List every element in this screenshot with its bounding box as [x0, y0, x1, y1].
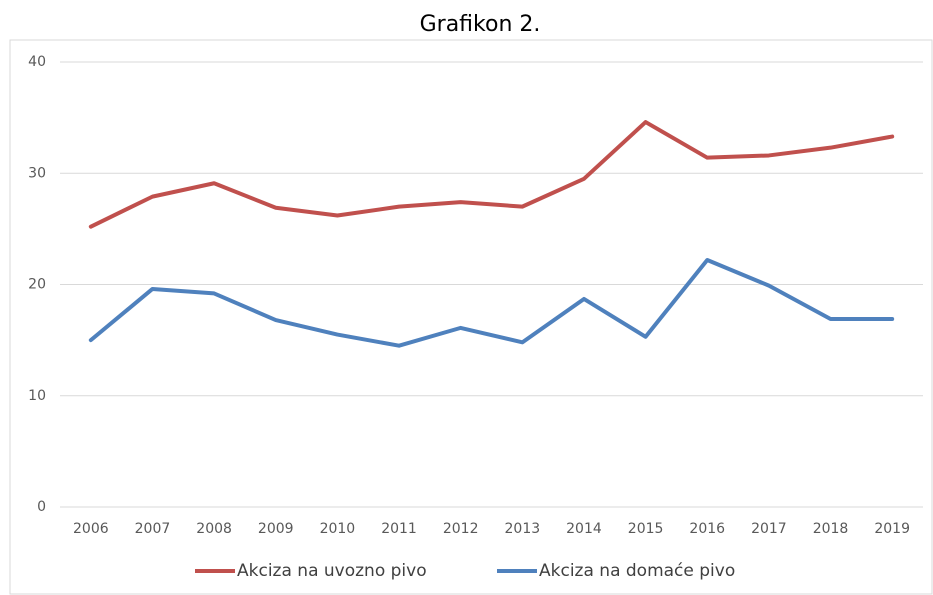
- series-line: [88, 258, 895, 348]
- x-tick-label: 2019: [874, 521, 910, 537]
- x-tick-label: 2011: [381, 521, 417, 537]
- y-tick-label: 40: [28, 54, 46, 70]
- x-tick-label: 2017: [751, 521, 787, 537]
- series-line: [88, 120, 895, 229]
- x-tick-label: 2013: [505, 521, 541, 537]
- x-tick-label: 2006: [73, 521, 109, 537]
- y-tick-label: 30: [28, 165, 46, 181]
- x-tick-label: 2014: [566, 521, 602, 537]
- x-tick-label: 2010: [320, 521, 356, 537]
- x-tick-label: 2016: [689, 521, 725, 537]
- x-tick-label: 2018: [813, 521, 849, 537]
- x-tick-label: 2008: [196, 521, 232, 537]
- chart-title: Grafikon 2.: [420, 12, 541, 37]
- legend-label: Akciza na domaće pivo: [539, 561, 735, 581]
- y-tick-label: 0: [37, 499, 46, 515]
- x-tick-label: 2012: [443, 521, 479, 537]
- legend-label: Akciza na uvozno pivo: [237, 561, 427, 581]
- x-tick-label: 2015: [628, 521, 664, 537]
- chart-border: [9, 39, 933, 595]
- y-tick-label: 10: [28, 388, 46, 404]
- y-tick-label: 20: [28, 277, 46, 293]
- x-tick-label: 2009: [258, 521, 294, 537]
- x-tick-label: 2007: [135, 521, 171, 537]
